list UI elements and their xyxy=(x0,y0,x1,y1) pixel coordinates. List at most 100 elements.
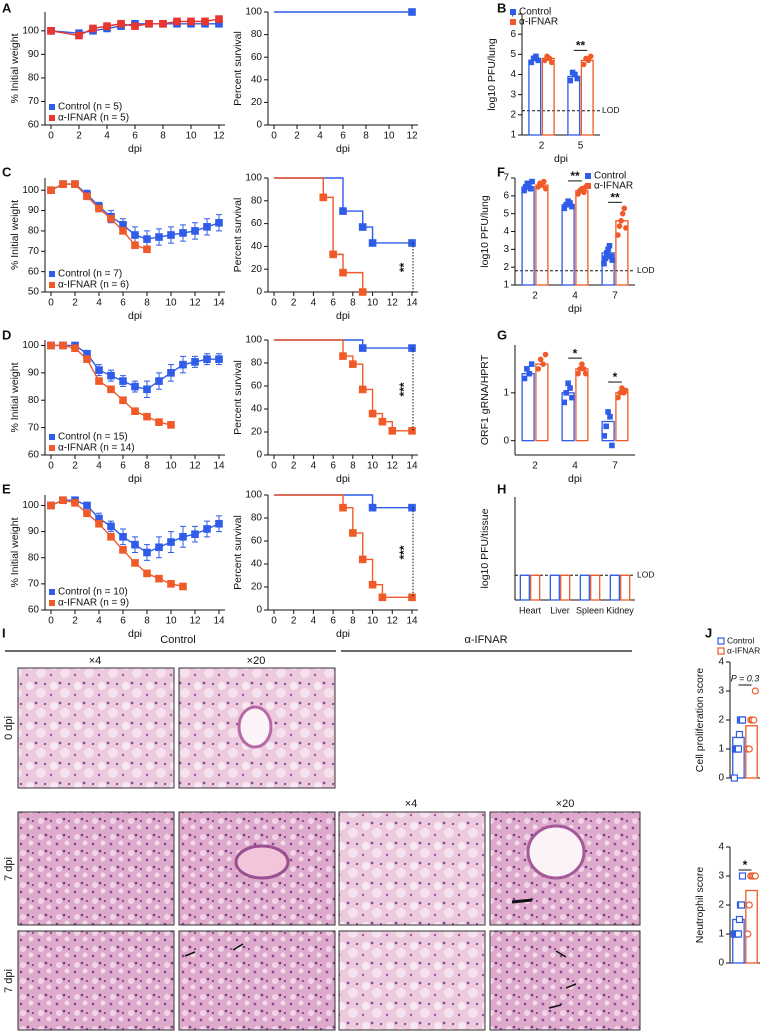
x-axis-label: dpi xyxy=(128,628,142,640)
data-point xyxy=(734,930,743,938)
x-tick-label: 12 xyxy=(189,616,201,627)
data-point xyxy=(107,385,115,394)
magnification-label: ×20 xyxy=(247,655,266,667)
data-point xyxy=(582,370,589,377)
legend-swatch xyxy=(510,19,516,25)
y-tick-label: 60 xyxy=(251,218,263,229)
data-point xyxy=(527,185,534,192)
data-point xyxy=(521,375,528,382)
data-point xyxy=(540,361,546,367)
legend-label: α-IFNAR (n = 14) xyxy=(58,443,135,454)
data-point xyxy=(580,61,587,68)
x-tick-label: 10 xyxy=(185,131,197,142)
x-tick-label: 6 xyxy=(132,131,138,142)
y-tick-label: 100 xyxy=(22,340,39,351)
airway xyxy=(526,824,586,880)
x-tick-label: 0 xyxy=(48,616,54,627)
y-tick-label: 20 xyxy=(251,427,263,438)
data-point xyxy=(179,582,187,591)
data-point xyxy=(408,503,416,512)
data-point xyxy=(609,442,615,449)
y-tick-label: 100 xyxy=(245,173,262,184)
x-tick-label: 0 xyxy=(271,616,277,627)
row-label: 7 dpi xyxy=(3,969,15,993)
significance-label: * xyxy=(613,370,618,384)
data-point xyxy=(615,394,621,401)
arrow xyxy=(548,950,577,1009)
x-axis-label: dpi xyxy=(128,473,142,485)
y-tick-label: 3 xyxy=(718,686,724,697)
y-tick-label: 2 xyxy=(510,109,516,120)
legend-label: α-IFNAR xyxy=(594,181,633,192)
data-point xyxy=(602,255,609,262)
y-tick-label: 2 xyxy=(718,715,724,726)
x-tick-label: 2 xyxy=(539,141,545,152)
data-point xyxy=(59,180,67,188)
y-tick-label: 7 xyxy=(503,173,509,184)
y-tick-label: 4 xyxy=(718,842,724,853)
y-tick-label: 100 xyxy=(22,25,39,36)
x-tick-label: 14 xyxy=(213,616,225,627)
y-tick-label: 1 xyxy=(718,744,724,755)
data-point xyxy=(607,413,613,420)
data-point xyxy=(542,185,549,192)
panel-letter: D xyxy=(2,327,11,342)
data-point xyxy=(143,385,151,394)
data-point xyxy=(131,382,139,391)
panel-letter: I xyxy=(2,625,6,640)
data-point xyxy=(159,19,167,28)
x-tick-label: 14 xyxy=(406,298,418,309)
data-point xyxy=(408,427,416,435)
data-point xyxy=(581,189,587,196)
bar xyxy=(521,186,535,286)
y-tick-label: 3 xyxy=(510,89,516,100)
x-axis-label: dpi xyxy=(128,143,142,155)
data-point xyxy=(173,17,181,26)
y-axis-label: % Initial weight xyxy=(9,362,21,432)
panel-letter: B xyxy=(497,0,506,15)
data-point xyxy=(119,377,127,385)
data-point xyxy=(606,242,613,249)
data-point xyxy=(47,27,55,35)
legend-swatch xyxy=(49,104,55,110)
data-point xyxy=(358,555,367,564)
y-tick-label: 70 xyxy=(28,579,40,590)
x-axis-label: dpi xyxy=(336,310,350,322)
x-tick-label: Kidney xyxy=(606,605,634,615)
y-tick-label: 40 xyxy=(251,74,263,85)
airway xyxy=(234,844,290,880)
y-tick-label: 60 xyxy=(28,120,40,131)
x-tick-label: 4 xyxy=(104,131,110,142)
y-axis-label: Percent survival xyxy=(232,31,244,106)
x-tick-label: 0 xyxy=(271,461,277,472)
x-tick-label: 2 xyxy=(291,461,297,472)
x-axis-label: dpi xyxy=(336,628,350,640)
bar xyxy=(541,57,555,136)
y-axis-label: Neutrophil score xyxy=(694,867,706,944)
y-axis-label: Percent survival xyxy=(232,198,244,273)
data-point xyxy=(143,548,151,557)
bar xyxy=(575,368,589,442)
micrograph xyxy=(178,930,336,1031)
y-axis-label: % Initial weight xyxy=(9,200,21,270)
legend-swatch xyxy=(49,445,55,451)
row-label: 7 dpi xyxy=(3,857,15,881)
data-point xyxy=(155,233,163,241)
y-tick-label: 4 xyxy=(718,657,724,668)
y-tick-label: 100 xyxy=(245,490,262,501)
y-axis-label: ORF1 gRNA/HPRT xyxy=(479,354,491,445)
data-point xyxy=(605,409,611,415)
panel-letter: C xyxy=(2,164,12,179)
data-point xyxy=(569,394,575,401)
x-tick-label: Heart xyxy=(519,605,542,615)
data-point xyxy=(155,418,163,426)
significance-label: ** xyxy=(397,262,411,272)
data-point xyxy=(388,427,397,435)
x-tick-label: 4 xyxy=(96,616,102,627)
legend-label: α-IFNAR xyxy=(727,645,760,655)
data-point xyxy=(191,227,199,235)
x-tick-label: 2 xyxy=(291,298,297,309)
x-tick-label: 6 xyxy=(330,298,336,309)
x-tick-label: 14 xyxy=(213,461,225,472)
x-tick-label: 12 xyxy=(387,616,399,627)
